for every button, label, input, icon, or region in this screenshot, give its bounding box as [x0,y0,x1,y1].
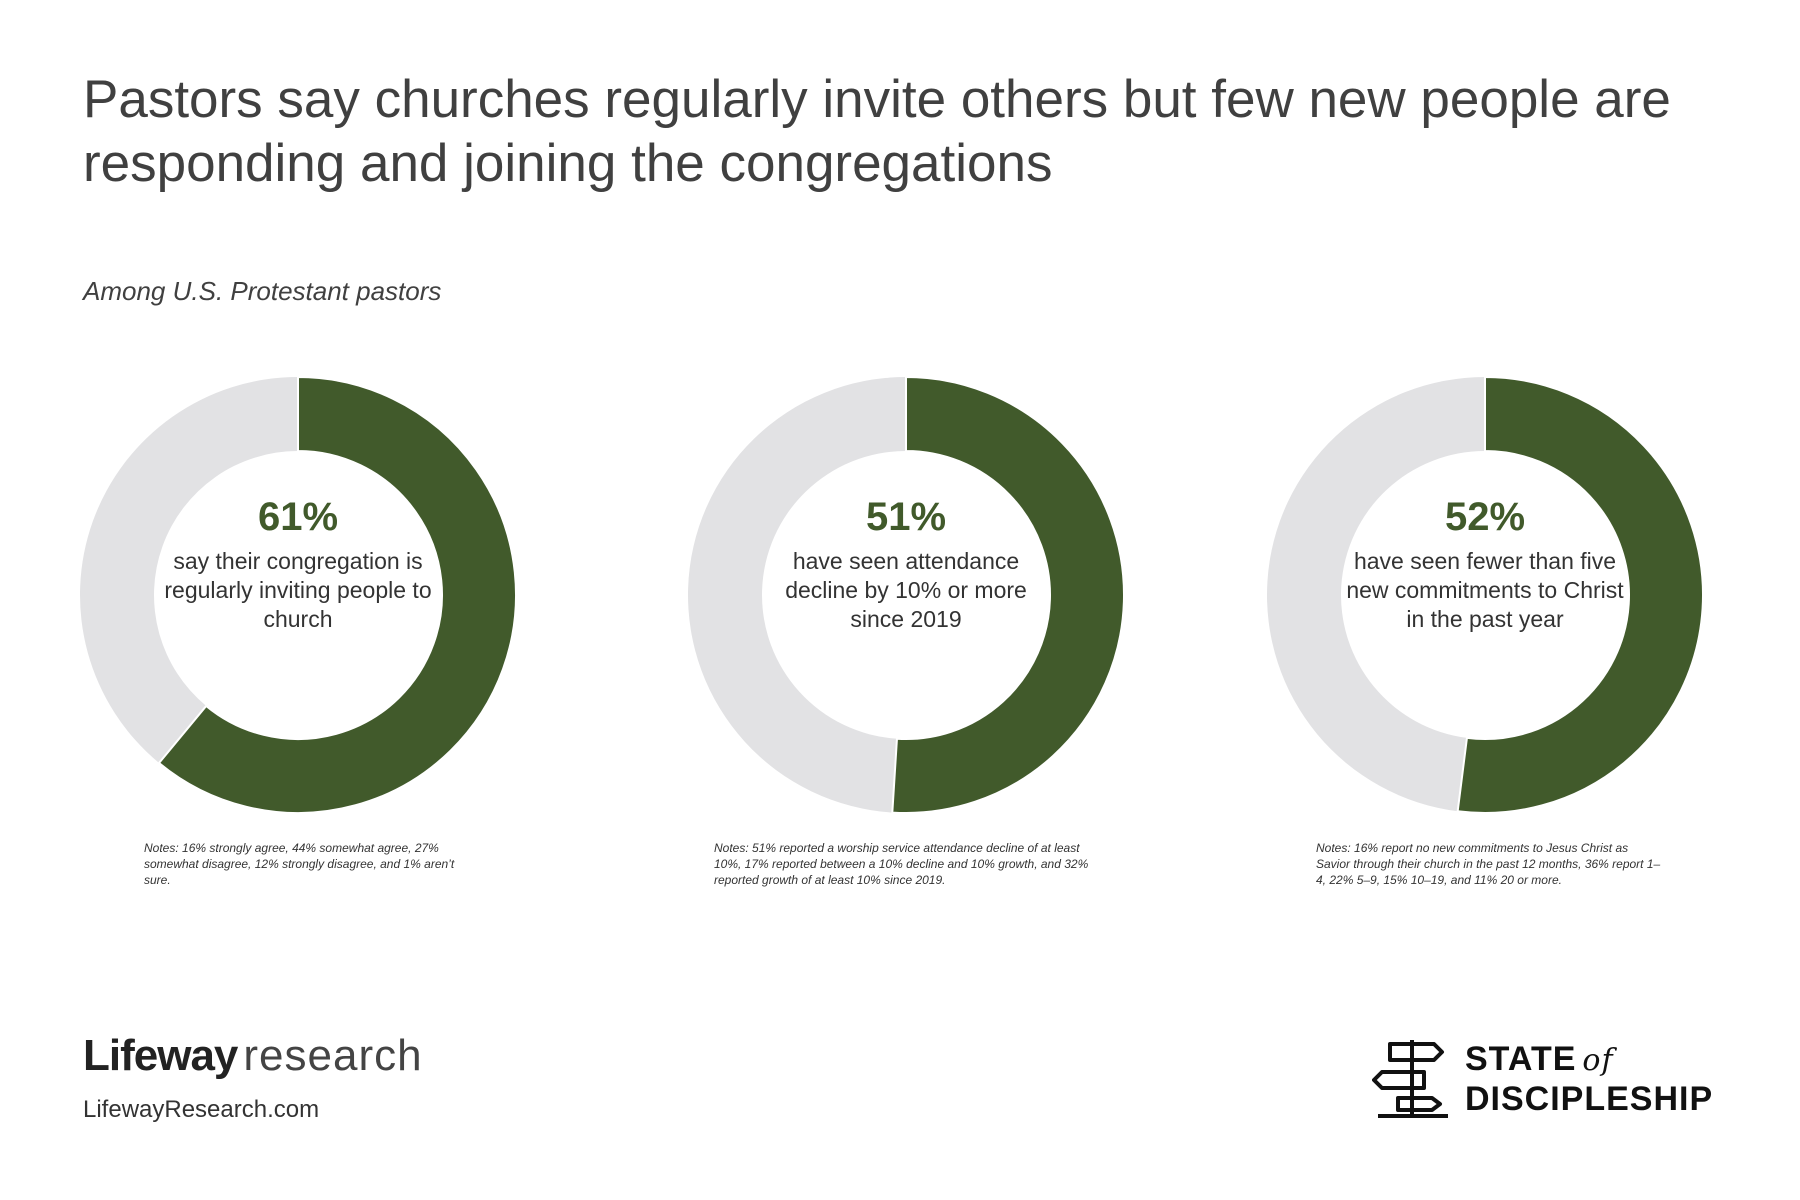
donut-center-text: 51% have seen attendance decline by 10% … [766,493,1046,634]
donut-chart-3: 52% have seen fewer than five new commit… [1265,375,1705,815]
donut-slice-remainder [1267,377,1485,812]
donut-slice-highlight [891,375,1125,814]
donut-percent-label: 51% [865,495,947,539]
page-title: Pastors say churches regularly invite ot… [83,70,1671,193]
brand-name: Lifeway [83,1031,238,1080]
donut-svg [1267,375,1704,814]
donut-center-text: 52% have seen fewer than five new commit… [1345,493,1625,634]
sod-title-line-2: DISCIPLESHIP [1465,1080,1714,1118]
donut-svg [688,375,1125,814]
state-of-discipleship-logo: STATE of DISCIPLESHIP [1372,1036,1732,1126]
sod-title-line-1: STATE of [1465,1040,1614,1079]
brand-url: LifewayResearch.com [83,1096,320,1123]
donut-percent-label: 61% [257,495,339,539]
chart-subtitle: Among U.S. Protestant pastors [83,276,442,306]
chart-note-2: Notes: 51% reported a worship service at… [714,841,1089,887]
donut-description: have seen fewer than five new commitment… [1346,548,1624,632]
sod-state-word: STATE [1465,1040,1577,1078]
sod-of-word: of [1582,1043,1614,1078]
donut-slice-highlight [157,375,517,814]
donut-chart-2: 51% have seen attendance decline by 10% … [686,375,1126,815]
donut-percent-label: 52% [1444,495,1526,539]
donut-chart-1: 61% say their congregation is regularly … [78,375,518,815]
donut-description: have seen attendance decline by 10% or m… [785,548,1027,632]
chart-note-3: Notes: 16% report no new commitments to … [1316,841,1661,887]
donut-description: say their congregation is regularly invi… [164,548,432,632]
chart-note-1: Notes: 16% strongly agree, 44% somewhat … [144,841,455,887]
donut-slice-highlight [1456,375,1704,814]
donut-svg [80,375,517,814]
signpost-icon [1372,1040,1448,1118]
donut-slice-remainder [688,377,906,813]
brand-suffix: research [243,1031,423,1080]
donut-center-text: 61% say their congregation is regularly … [158,493,438,634]
lifeway-research-logo: Lifeway research [83,1030,423,1082]
donut-slice-remainder [80,377,298,763]
